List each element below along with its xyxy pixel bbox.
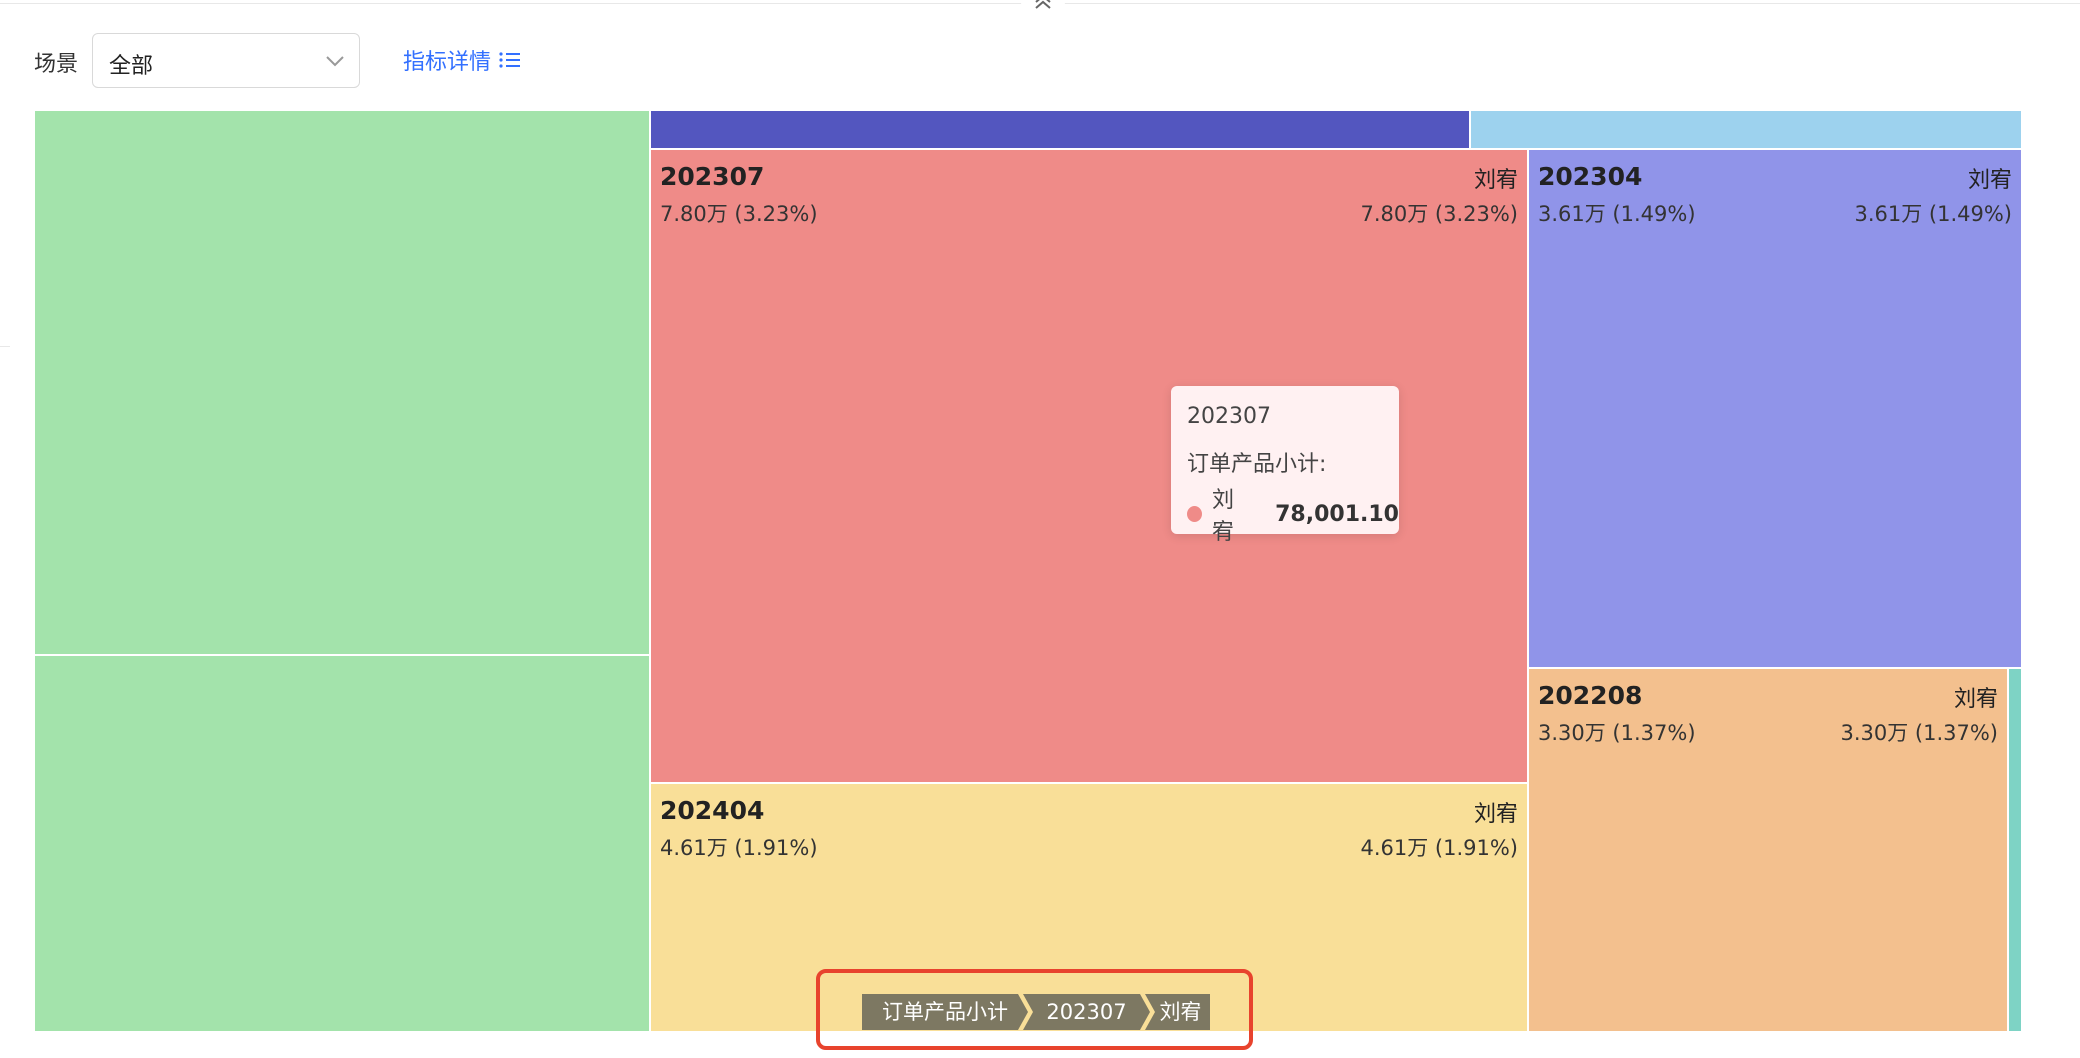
tooltip-value: 78,001.10 [1275,501,1399,527]
tile-green-bottom[interactable] [34,655,650,1032]
tile-value-right: 4.61万 (1.91%) [1360,836,1518,860]
tile-sky-strip[interactable] [1470,110,2022,149]
tile-name: 202307 [660,162,765,191]
tile-value: 7.80万 (3.23%) [660,202,818,226]
scene-select-value: 全部 [109,54,154,79]
collapse-toggle[interactable] [1021,0,1065,12]
tile-green-top[interactable] [34,110,650,655]
breadcrumb-item-root[interactable]: 订单产品小计 [862,994,1028,1030]
tooltip-series: 刘宥 [1211,488,1234,545]
tile-202304[interactable]: 202304 刘宥 3.61万 (1.49%) 3.61万 (1.49%) [1528,149,2022,668]
tile-teal-strip[interactable] [2008,668,2022,1032]
scene-select[interactable]: 全部 [92,33,360,88]
tile-value: 3.30万 (1.37%) [1538,721,1696,745]
breadcrumb-item-person[interactable]: 刘宥 [1145,994,1210,1030]
tile-value-right: 3.30万 (1.37%) [1840,721,1998,745]
tile-name: 202404 [660,796,765,825]
tile-person: 刘宥 [1967,168,2012,193]
tooltip-title: 202307 [1187,404,1271,429]
tile-value-right: 3.61万 (1.49%) [1854,202,2012,226]
tile-value: 4.61万 (1.91%) [660,836,818,860]
tile-person: 刘宥 [1473,802,1518,827]
highlight-annotation [816,969,1253,1050]
scene-filter-label: 场景 [34,52,79,77]
tile-value: 3.61万 (1.49%) [1538,202,1696,226]
chevron-down-icon [326,56,344,67]
tile-202208[interactable]: 202208 刘宥 3.30万 (1.37%) 3.30万 (1.37%) [1528,668,2008,1032]
tile-indigo-strip[interactable] [650,110,1470,149]
tile-name: 202208 [1538,681,1643,710]
list-icon [499,52,521,68]
tooltip: 202307 订单产品小计: 刘宥 78,001.10 [1171,386,1399,545]
tile-person: 刘宥 [1953,687,1998,712]
metric-detail-link[interactable]: 指标详情 [403,44,521,76]
breadcrumb-item-month[interactable]: 202307 [1023,994,1150,1030]
series-dot-icon [1187,506,1202,522]
tile-202404[interactable]: 202404 刘宥 4.61万 (1.91%) 4.61万 (1.91%) [650,783,1528,1032]
tile-value-right: 7.80万 (3.23%) [1360,202,1518,226]
tile-name: 202304 [1538,162,1643,191]
side-divider [0,346,10,347]
tooltip-metric: 订单产品小计: [1187,452,1327,477]
tile-person: 刘宥 [1473,168,1518,193]
double-chevron-up-icon [1035,0,1051,9]
metric-detail-label: 指标详情 [403,50,492,75]
tooltip-row: 刘宥 78,001.10 [1187,482,1399,546]
